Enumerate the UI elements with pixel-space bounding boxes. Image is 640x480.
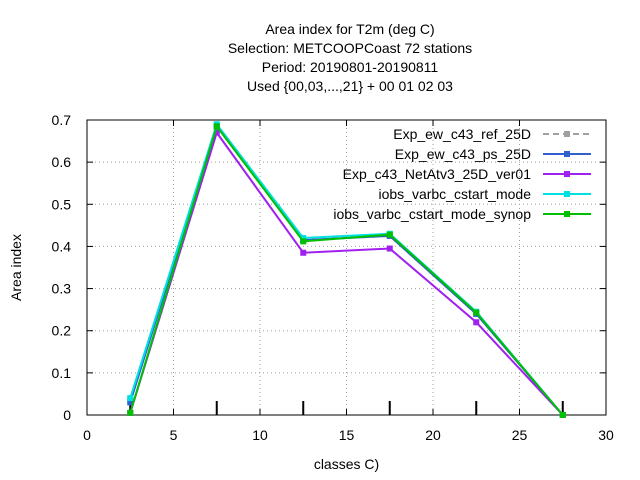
y-tick-label: 0 (63, 407, 71, 423)
legend-marker-5 (564, 211, 570, 217)
x-tick-label: 25 (512, 427, 528, 443)
x-tick-label: 20 (425, 427, 441, 443)
y-tick-label: 0.1 (52, 365, 72, 381)
legend: Exp_ew_c43_ref_25D Exp_ew_c43_ps_25D Exp_c… (333, 126, 591, 222)
legend-label-4: iobs_varbc_cstart_mode (378, 186, 531, 202)
series-4-point (127, 395, 134, 402)
series-5-point (386, 231, 393, 238)
legend-marker-2 (564, 151, 570, 157)
series-3-point (300, 249, 307, 256)
y-tick-label: 0.7 (52, 112, 72, 128)
legend-label-3: Exp_c43_NetAtv3_25D_ver01 (343, 166, 532, 182)
grid (87, 120, 606, 415)
title-line-3: Period: 20190801-20190811 (262, 59, 439, 75)
series-line-3 (129, 130, 564, 416)
x-tick-label: 5 (170, 427, 178, 443)
legend-marker-3 (564, 171, 570, 177)
legend-label-1: Exp_ew_c43_ref_25D (393, 126, 531, 142)
y-tick-label: 0.6 (52, 154, 72, 170)
series-2-point (127, 399, 134, 406)
series-3-point (473, 319, 480, 326)
y-tick-label: 0.5 (52, 196, 72, 212)
series-5-point (300, 238, 307, 245)
series-5-point (213, 123, 220, 130)
title-line-4: Used {00,03,...,21} + 00 01 02 03 (247, 78, 453, 94)
legend-label-5: iobs_varbc_cstart_mode_synop (333, 206, 531, 222)
series-4-point (300, 235, 307, 241)
series-3-point (386, 245, 393, 252)
series-3-point (213, 129, 220, 136)
x-axis-label: classes C) (314, 456, 379, 472)
series-5-point (473, 309, 480, 316)
title-line-1: Area index for T2m (deg C) (265, 21, 434, 37)
legend-marker-4 (564, 191, 570, 197)
series-5-point (127, 409, 134, 416)
y-tick-label: 0.2 (52, 323, 72, 339)
x-tick-label: 0 (83, 427, 91, 443)
legend-marker-1 (564, 131, 570, 137)
x-tick-label: 10 (252, 427, 268, 443)
x-tick-label: 15 (339, 427, 355, 443)
title-line-2: Selection: METCOOPCoast 72 stations (228, 40, 472, 56)
y-tick-label: 0.4 (52, 238, 72, 254)
axis-ticks: 0 5 10 15 20 25 30 0 0.1 0.2 0.3 0.4 0.5 0.6 0.7 (52, 112, 614, 443)
y-tick-label: 0.3 (52, 281, 72, 297)
series-line-5 (129, 124, 564, 416)
series-5-point (559, 412, 566, 418)
series-lines (127, 121, 566, 418)
chart-title: Area index for T2m (deg C) Selection: MET… (228, 21, 472, 94)
legend-label-2: Exp_ew_c43_ps_25D (395, 146, 531, 162)
y-axis-label: Area index (8, 234, 24, 301)
x-tick-label: 30 (598, 427, 614, 443)
